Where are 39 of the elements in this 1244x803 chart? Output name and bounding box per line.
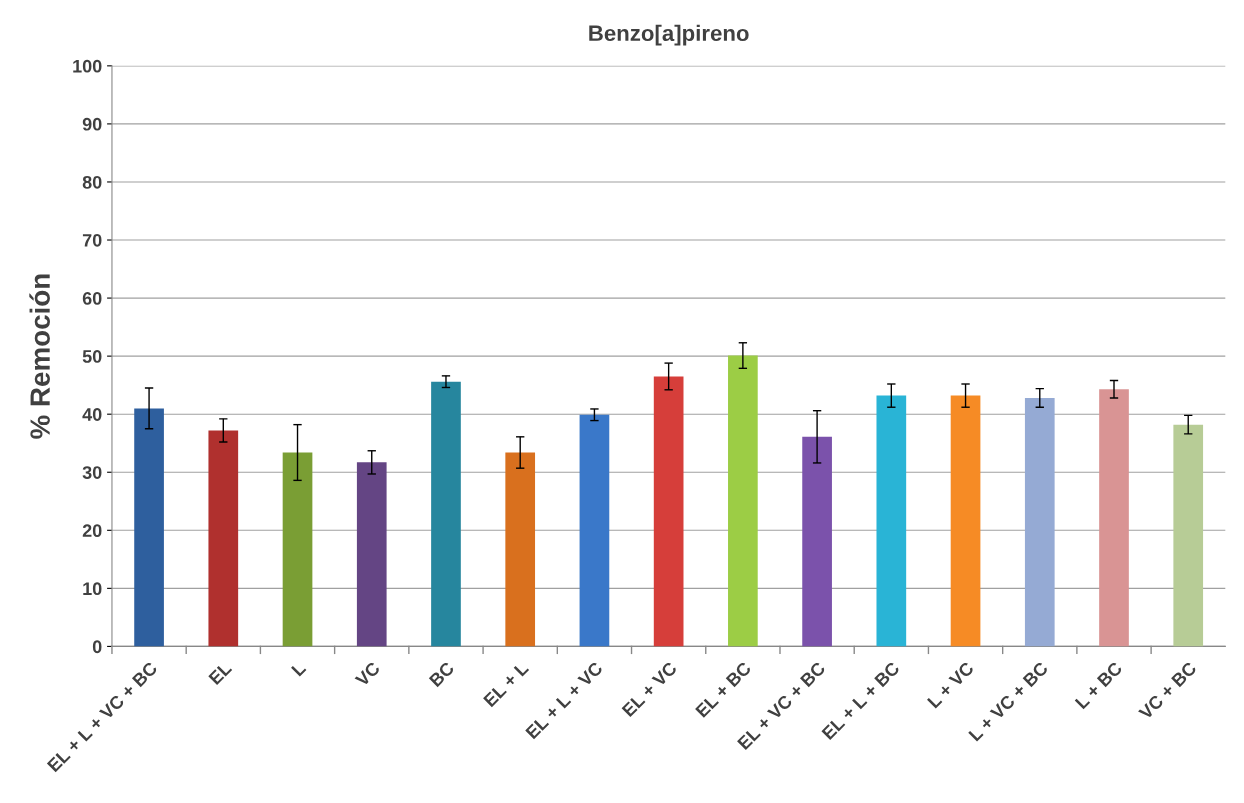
- y-tick-label: 0: [92, 640, 102, 654]
- bar: [579, 414, 610, 647]
- y-tick-label: 90: [82, 117, 102, 131]
- bar: [728, 355, 758, 647]
- bar: [1099, 389, 1129, 647]
- y-tick-label: 80: [82, 175, 102, 189]
- bar: [356, 462, 387, 647]
- bar: [802, 436, 832, 647]
- x-tick-label: BC: [428, 660, 455, 688]
- y-tick-label: 60: [82, 292, 102, 305]
- y-tick-label: 100: [73, 59, 102, 73]
- bar: [950, 395, 981, 647]
- x-tick-label: VC: [354, 660, 381, 688]
- bar: [653, 376, 684, 647]
- y-axis-title: % Remoción: [29, 274, 50, 439]
- bar: [1173, 424, 1204, 647]
- y-tick-label: 40: [82, 408, 102, 421]
- bar: [505, 452, 536, 647]
- bar: [208, 430, 239, 647]
- bar: [431, 381, 461, 647]
- x-tick-label: VC + BC: [1137, 660, 1198, 721]
- chart-title: Benzo[a]pireno: [589, 24, 749, 46]
- bar: [134, 408, 164, 647]
- x-tick-label: EL + L + VC + BC: [46, 660, 159, 773]
- bar: [876, 395, 907, 647]
- x-tick-label: L + BC: [1074, 660, 1124, 710]
- x-tick-label: EL + VC: [621, 660, 678, 718]
- y-tick-label: 20: [82, 524, 102, 538]
- x-tick-label: L + VC: [926, 660, 975, 709]
- bar: [1024, 397, 1055, 647]
- x-tick-label: EL + BC: [694, 660, 752, 718]
- y-tick-label: 10: [83, 582, 102, 596]
- x-tick-label: EL: [208, 661, 233, 686]
- y-tick-label: 50: [82, 350, 102, 363]
- bar: [282, 452, 313, 647]
- x-tick-label: EL + L: [483, 661, 530, 708]
- y-tick-label: 30: [82, 466, 102, 479]
- y-tick-label: 70: [82, 233, 102, 247]
- x-tick-label: L: [291, 661, 307, 677]
